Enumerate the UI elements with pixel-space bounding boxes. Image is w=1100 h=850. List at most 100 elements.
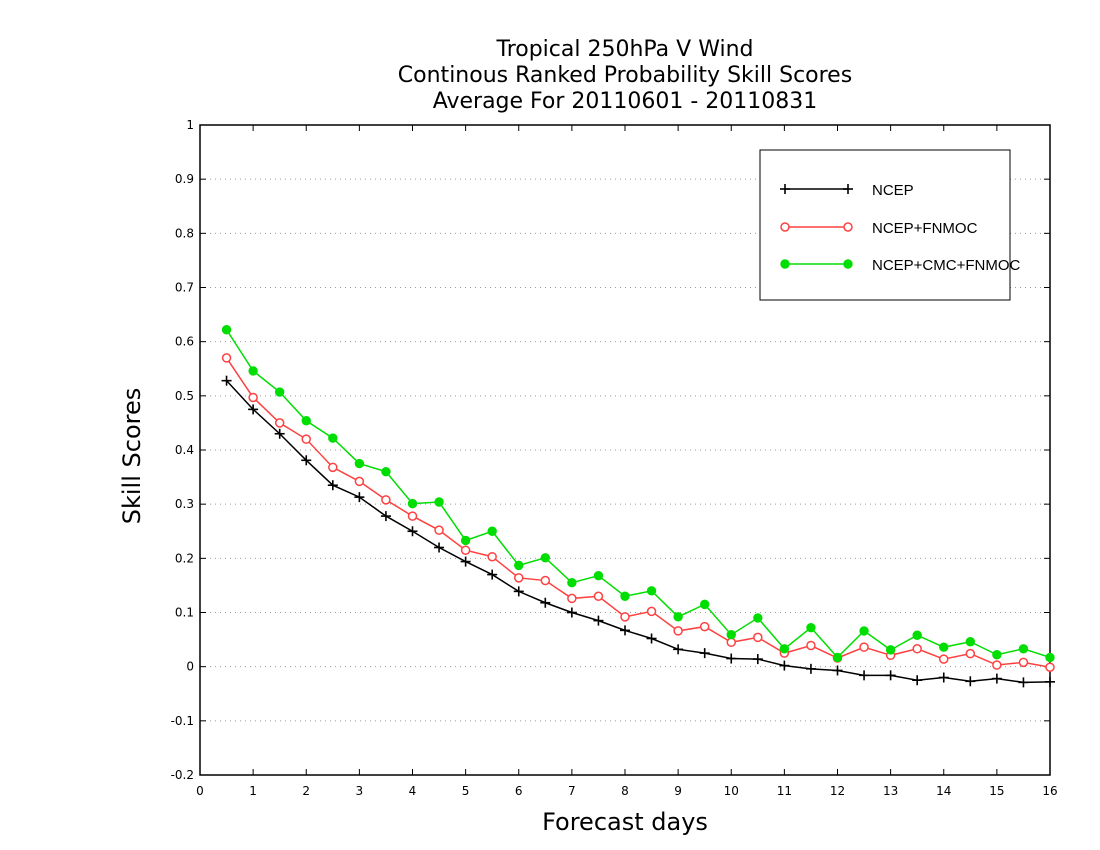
- series-point: [301, 455, 312, 466]
- series-point: [567, 578, 577, 588]
- series-point: [407, 498, 418, 509]
- series-point: [939, 642, 949, 652]
- series-point: [328, 433, 338, 443]
- series-point: [274, 428, 285, 439]
- x-tick-label: 3: [356, 784, 364, 798]
- legend-marker: [843, 259, 853, 269]
- series-point: [752, 654, 763, 665]
- x-tick-label: 16: [1042, 784, 1057, 798]
- series-point: [620, 625, 630, 636]
- series-point: [939, 654, 949, 664]
- series-point: [779, 660, 790, 671]
- series-line: [226, 380, 1051, 684]
- series-point: [460, 535, 471, 546]
- series-point: [620, 591, 630, 601]
- legend: NCEP NCEP+FNMOC NCEP+CMC+FNMOC: [759, 149, 1021, 301]
- series-point: [460, 545, 471, 555]
- y-tick-label: 0.4: [175, 443, 194, 457]
- legend-label: NCEP+FNMOC: [872, 220, 978, 237]
- series-point: [274, 418, 285, 428]
- series-2: [221, 325, 1055, 663]
- series-point: [806, 622, 816, 633]
- series-point: [1045, 676, 1055, 687]
- series-point: [885, 670, 896, 681]
- series-point: [646, 633, 657, 644]
- y-tick-label: -0.1: [171, 714, 194, 728]
- series-point: [381, 466, 391, 477]
- series-point: [673, 612, 683, 622]
- y-tick-label: 0: [186, 660, 194, 674]
- chart-title-line-3: Average For 20110601 - 20110831: [432, 89, 818, 114]
- series-point: [593, 615, 604, 626]
- y-tick-label: 1: [186, 118, 194, 132]
- series-point: [434, 542, 445, 553]
- legend-label: NCEP+CMC+FNMOC: [872, 257, 1021, 274]
- series-point: [248, 404, 259, 415]
- series-point: [805, 663, 816, 674]
- y-tick-label: -0.2: [171, 768, 194, 782]
- series-point: [487, 569, 498, 580]
- x-tick-label: 6: [515, 784, 523, 798]
- series-point: [327, 480, 338, 491]
- y-tick-label: 0.5: [175, 389, 194, 403]
- x-axis-label: Forecast days: [542, 808, 708, 836]
- series-point: [487, 551, 497, 562]
- y-tick-label: 0.3: [175, 497, 194, 511]
- series-point: [965, 676, 976, 687]
- series-point: [699, 599, 710, 610]
- series-point: [354, 458, 365, 469]
- series-point: [593, 591, 604, 601]
- legend-marker: [843, 184, 853, 194]
- series-point: [514, 573, 524, 583]
- x-tick-label: 14: [936, 784, 951, 798]
- series-point: [248, 392, 258, 403]
- chart-title-line-2: Continous Ranked Probability Skill Score…: [397, 63, 853, 88]
- series-point: [513, 586, 524, 597]
- series-point: [487, 526, 497, 536]
- series-point: [354, 492, 365, 503]
- x-tick-label: 12: [830, 784, 845, 798]
- series-point: [301, 434, 311, 444]
- series-point: [965, 637, 976, 647]
- series-point: [221, 325, 232, 335]
- series-point: [779, 644, 790, 654]
- series-point: [566, 607, 577, 618]
- series-point: [753, 632, 763, 643]
- chart-title-line-1: Tropical 250hPa V Wind: [496, 37, 754, 62]
- x-tick-label: 5: [462, 784, 470, 798]
- series-point: [620, 612, 630, 622]
- x-tick-label: 1: [249, 784, 257, 798]
- series-point: [726, 653, 737, 664]
- legend-marker: [780, 184, 790, 194]
- series-0: [221, 375, 1055, 688]
- x-tick-label: 0: [196, 784, 204, 798]
- series-point: [673, 644, 684, 655]
- series-point: [992, 650, 1002, 660]
- series-point: [885, 645, 896, 655]
- y-tick-label: 0.1: [175, 606, 194, 620]
- series-point: [540, 575, 551, 586]
- series-point: [1018, 657, 1029, 668]
- series-point: [832, 665, 843, 676]
- series-point: [434, 497, 444, 507]
- series-point: [460, 556, 471, 567]
- legend-entry: NCEP: [780, 182, 914, 199]
- series-point: [540, 553, 551, 563]
- series-point: [673, 626, 683, 636]
- series-point: [646, 606, 657, 617]
- x-tick-label: 10: [724, 784, 739, 798]
- series-point: [540, 597, 551, 608]
- series-point: [407, 511, 418, 521]
- series-point: [567, 593, 577, 604]
- series-1: [221, 353, 1055, 672]
- x-tick-label: 15: [989, 784, 1004, 798]
- series-point: [248, 366, 258, 376]
- series-point: [753, 613, 763, 623]
- series-point: [992, 660, 1002, 670]
- series-point: [912, 644, 922, 654]
- series-point: [593, 570, 604, 581]
- series-point: [726, 630, 736, 640]
- series-point: [699, 648, 710, 659]
- series-point: [859, 626, 869, 636]
